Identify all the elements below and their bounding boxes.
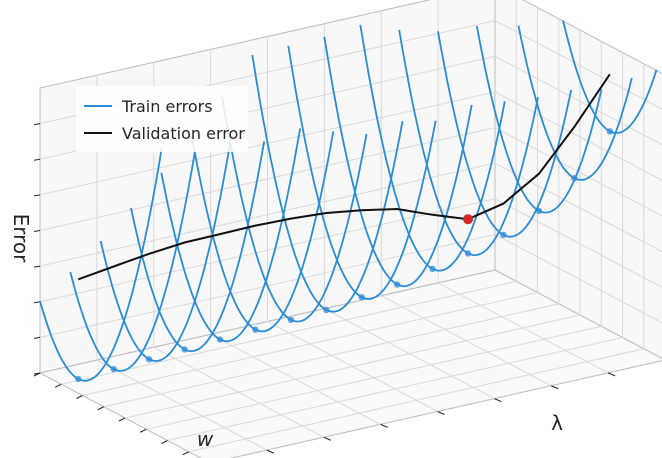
y-tick (380, 423, 388, 428)
train-min-point (75, 375, 82, 383)
train-error-curve (221, 96, 368, 323)
train-error-curve (69, 151, 196, 372)
x-tick (55, 383, 62, 388)
train-min-point (535, 207, 543, 214)
grid-line-w (167, 52, 623, 441)
train-min-point (500, 231, 507, 239)
x-tick (118, 417, 126, 422)
y-tick (323, 436, 331, 441)
z-tick (33, 230, 41, 232)
grid-line-error (39, 198, 662, 303)
y-tick (607, 372, 616, 377)
grid-line-lambda (96, 75, 268, 451)
x-tick (182, 451, 189, 456)
z-tick (33, 336, 41, 339)
x-tick (161, 440, 168, 444)
legend: Train errors Validation error (76, 86, 248, 152)
train-min-point (393, 281, 401, 288)
train-min-point (606, 128, 613, 135)
train-min-point (287, 316, 295, 323)
train-minimum-points (75, 128, 613, 383)
grid-line-w (188, 63, 645, 453)
train-min-point (145, 356, 153, 363)
axis-ticks (33, 123, 616, 456)
train-min-point (323, 306, 330, 314)
y-tick (437, 411, 445, 415)
x-tick (140, 428, 147, 433)
grid-line-error (39, 126, 662, 231)
grid-line-w (103, 18, 560, 408)
y-tick (494, 398, 502, 403)
grid-line-error (39, 162, 662, 267)
z-tick (33, 265, 41, 268)
legend-background (76, 86, 248, 152)
grid-line-lambda (437, 0, 609, 374)
validation-error-curve (77, 73, 611, 281)
x-tick (33, 372, 41, 377)
legend-validation-label: Validation error (122, 124, 245, 143)
grid-line-w (61, 0, 517, 385)
validation-error-series (77, 73, 611, 281)
train-min-point (110, 365, 117, 373)
z-tick (33, 301, 41, 304)
x-axis-label: w (197, 427, 214, 451)
y-axis-label: λ (551, 411, 563, 435)
grid-line-error (39, 233, 662, 338)
grid-line-w (124, 30, 581, 419)
train-error-curve (130, 141, 266, 353)
grid-line-lambda (267, 36, 438, 412)
train-min-point (216, 336, 224, 343)
train-min-point (464, 250, 472, 257)
train-error-curve (99, 137, 232, 362)
train-error-curve (160, 128, 302, 343)
grid-line-lambda (153, 62, 325, 438)
x-tick (97, 406, 104, 411)
y-tick (266, 449, 275, 454)
train-min-point (358, 294, 365, 301)
grid-line-lambda (380, 10, 552, 387)
validation-min-point (463, 214, 473, 225)
train-min-point (181, 346, 188, 353)
grid-line-w (146, 41, 602, 430)
z-axis-label: Error (9, 214, 33, 264)
train-min-point (571, 175, 578, 182)
axes-panes (38, 0, 662, 458)
train-error-curve (190, 131, 335, 333)
z-tick (33, 158, 41, 161)
y-tick (551, 385, 559, 390)
z-tick (33, 194, 41, 197)
train-min-point (429, 265, 436, 273)
legend-train-label: Train errors (121, 97, 213, 116)
x-tick (76, 395, 83, 399)
floor-pane (38, 269, 662, 458)
z-tick (33, 123, 41, 126)
train-min-point (252, 326, 259, 333)
